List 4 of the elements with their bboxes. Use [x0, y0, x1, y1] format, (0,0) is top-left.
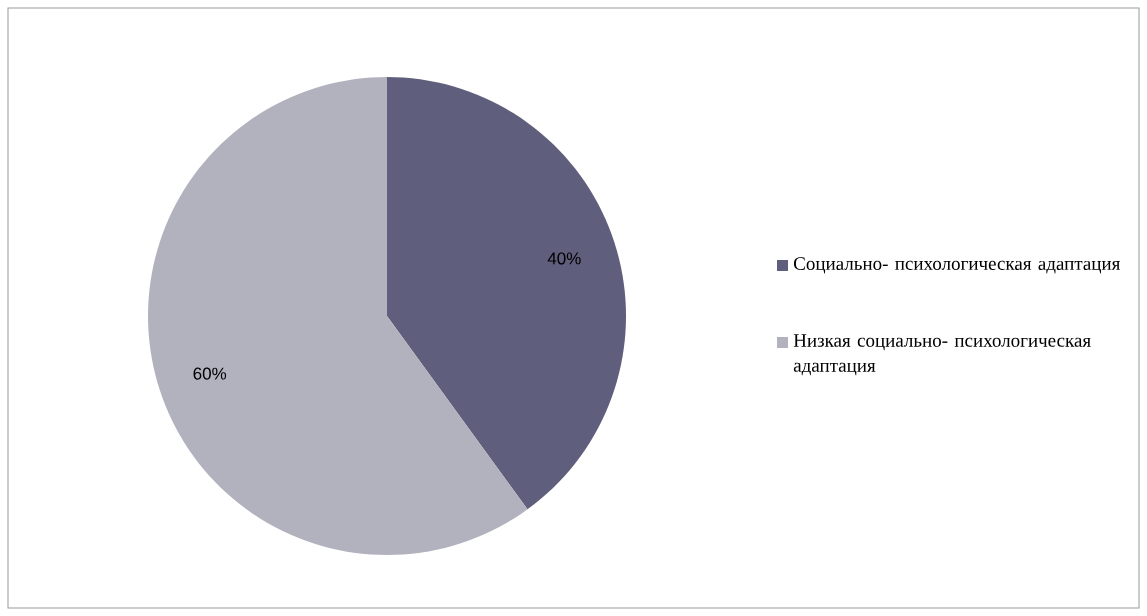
legend-label: Низкая социально- психологическая адаптация — [793, 334, 1091, 376]
data-label: 60% — [193, 367, 227, 380]
data-label: 40% — [547, 252, 581, 265]
legend-label: Социально- психологическая адаптация — [794, 257, 1121, 274]
